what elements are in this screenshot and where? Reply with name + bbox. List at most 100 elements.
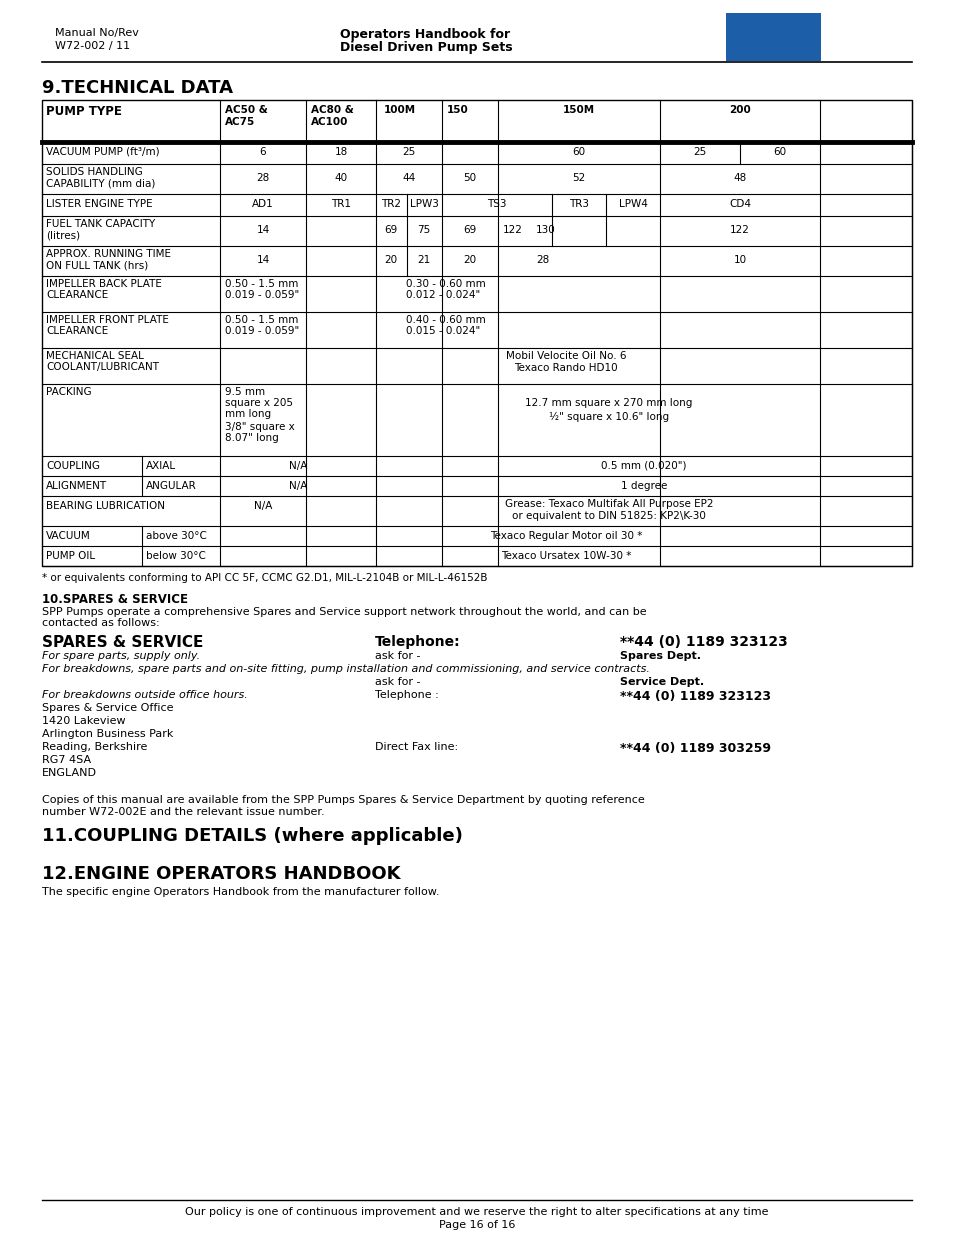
Text: ALIGNMENT: ALIGNMENT xyxy=(46,480,107,492)
Text: Direct Fax line:: Direct Fax line: xyxy=(375,742,457,752)
Text: Texaco Ursatex 10W-30 *: Texaco Ursatex 10W-30 * xyxy=(500,551,631,561)
Text: Page 16 of 16: Page 16 of 16 xyxy=(438,1220,515,1230)
Text: 75: 75 xyxy=(416,225,430,235)
Text: PUMP OIL: PUMP OIL xyxy=(46,551,95,561)
Text: 14: 14 xyxy=(256,225,270,235)
Text: 20: 20 xyxy=(463,254,476,266)
Text: mm long: mm long xyxy=(225,409,271,419)
Text: 9.TECHNICAL DATA: 9.TECHNICAL DATA xyxy=(42,79,233,98)
Text: Arlington Business Park: Arlington Business Park xyxy=(42,729,173,739)
Text: LISTER ENGINE TYPE: LISTER ENGINE TYPE xyxy=(46,199,152,209)
Text: 150M: 150M xyxy=(562,105,595,115)
Text: TR2: TR2 xyxy=(380,199,400,209)
Text: The specific engine Operators Handbook from the manufacturer follow.: The specific engine Operators Handbook f… xyxy=(42,887,439,897)
Text: AC100: AC100 xyxy=(311,117,348,127)
Bar xyxy=(733,47,755,54)
Text: AC50 &: AC50 & xyxy=(225,105,268,115)
Text: CD4: CD4 xyxy=(728,199,750,209)
Text: 25: 25 xyxy=(693,147,706,157)
Text: ask for -: ask for - xyxy=(375,651,420,661)
Text: 3/8" square x: 3/8" square x xyxy=(225,422,294,432)
Text: 60: 60 xyxy=(773,147,785,157)
Text: 100M: 100M xyxy=(384,105,416,115)
Text: AXIAL: AXIAL xyxy=(146,461,176,471)
Text: For spare parts, supply only.: For spare parts, supply only. xyxy=(42,651,200,661)
Text: **44 (0) 1189 323123: **44 (0) 1189 323123 xyxy=(619,635,787,650)
Text: For breakdowns, spare parts and on-site fitting, pump installation and commissio: For breakdowns, spare parts and on-site … xyxy=(42,664,649,674)
Text: 10: 10 xyxy=(733,254,746,266)
Text: 28: 28 xyxy=(536,254,549,266)
Text: Copies of this manual are available from the SPP Pumps Spares & Service Departme: Copies of this manual are available from… xyxy=(42,795,644,805)
Text: ask for -: ask for - xyxy=(375,677,420,687)
Text: contacted as follows:: contacted as follows: xyxy=(42,618,159,629)
Text: 11.COUPLING DETAILS (where applicable): 11.COUPLING DETAILS (where applicable) xyxy=(42,827,462,845)
Bar xyxy=(761,47,783,54)
Text: ENGLAND: ENGLAND xyxy=(42,768,97,778)
Bar xyxy=(733,19,755,26)
Bar xyxy=(42,100,911,566)
Text: PUMP TYPE: PUMP TYPE xyxy=(46,105,122,119)
Text: Spares & Service Office: Spares & Service Office xyxy=(42,703,173,713)
Text: 14: 14 xyxy=(256,254,270,266)
Text: number W72-002E and the relevant issue number.: number W72-002E and the relevant issue n… xyxy=(42,806,324,818)
Text: 1 degree: 1 degree xyxy=(620,480,666,492)
Text: above 30°C: above 30°C xyxy=(146,531,207,541)
Bar xyxy=(748,40,755,47)
Text: CLEARANCE: CLEARANCE xyxy=(46,326,108,336)
Text: TS3: TS3 xyxy=(487,199,506,209)
Text: 0.015 - 0.024": 0.015 - 0.024" xyxy=(406,326,479,336)
Text: 21: 21 xyxy=(416,254,430,266)
Text: 20: 20 xyxy=(384,254,397,266)
Text: IMPELLER FRONT PLATE: IMPELLER FRONT PLATE xyxy=(46,315,169,325)
Text: Grease: Texaco Multifak All Purpose EP2: Grease: Texaco Multifak All Purpose EP2 xyxy=(504,499,713,509)
Text: TR1: TR1 xyxy=(331,199,351,209)
Text: 0.50 - 1.5 mm: 0.50 - 1.5 mm xyxy=(225,315,298,325)
Text: IMPELLER BACK PLATE: IMPELLER BACK PLATE xyxy=(46,279,162,289)
Text: AC80 &: AC80 & xyxy=(311,105,354,115)
Bar xyxy=(761,19,783,26)
Bar xyxy=(761,33,783,40)
Text: Reading, Berkshire: Reading, Berkshire xyxy=(42,742,147,752)
Text: 40: 40 xyxy=(335,173,347,183)
Text: 18: 18 xyxy=(334,147,347,157)
Text: 10.SPARES & SERVICE: 10.SPARES & SERVICE xyxy=(42,593,188,606)
Bar xyxy=(725,14,821,61)
Text: N/A: N/A xyxy=(289,480,307,492)
Text: BEARING LUBRICATION: BEARING LUBRICATION xyxy=(46,501,165,511)
Text: CAPABILITY (mm dia): CAPABILITY (mm dia) xyxy=(46,178,155,188)
Text: VACUUM: VACUUM xyxy=(46,531,91,541)
Text: 6: 6 xyxy=(259,147,266,157)
Text: 8.07" long: 8.07" long xyxy=(225,433,278,443)
Text: FUEL TANK CAPACITY: FUEL TANK CAPACITY xyxy=(46,219,155,228)
Text: MECHANICAL SEAL: MECHANICAL SEAL xyxy=(46,351,144,361)
Text: 0.5 mm (0.020"): 0.5 mm (0.020") xyxy=(600,461,686,471)
Text: Our policy is one of continuous improvement and we reserve the right to alter sp: Our policy is one of continuous improvem… xyxy=(185,1207,768,1216)
Text: TR3: TR3 xyxy=(568,199,588,209)
Bar xyxy=(733,33,755,40)
Bar xyxy=(733,26,740,33)
Text: APPROX. RUNNING TIME: APPROX. RUNNING TIME xyxy=(46,249,171,259)
Text: LPW3: LPW3 xyxy=(409,199,438,209)
Text: 48: 48 xyxy=(733,173,746,183)
Text: ½" square x 10.6" long: ½" square x 10.6" long xyxy=(548,412,668,422)
Text: 0.019 - 0.059": 0.019 - 0.059" xyxy=(225,290,299,300)
Bar xyxy=(776,40,783,47)
Text: 52: 52 xyxy=(572,173,585,183)
Text: SPARES & SERVICE: SPARES & SERVICE xyxy=(42,635,203,650)
Text: N/A: N/A xyxy=(253,501,272,511)
Bar xyxy=(804,40,811,47)
Text: COOLANT/LUBRICANT: COOLANT/LUBRICANT xyxy=(46,362,159,372)
Text: 12.7 mm square x 270 mm long: 12.7 mm square x 270 mm long xyxy=(525,398,692,408)
Text: 1420 Lakeview: 1420 Lakeview xyxy=(42,716,126,726)
Text: Telephone :: Telephone : xyxy=(375,690,438,700)
Text: 150: 150 xyxy=(447,105,468,115)
Text: 69: 69 xyxy=(384,225,397,235)
Text: N/A: N/A xyxy=(289,461,307,471)
Text: 25: 25 xyxy=(402,147,416,157)
Bar xyxy=(789,47,811,54)
Text: Diesel Driven Pump Sets: Diesel Driven Pump Sets xyxy=(339,41,512,54)
Text: 200: 200 xyxy=(728,105,750,115)
Text: 122: 122 xyxy=(729,225,749,235)
Bar xyxy=(776,26,783,33)
Text: PACKING: PACKING xyxy=(46,387,91,396)
